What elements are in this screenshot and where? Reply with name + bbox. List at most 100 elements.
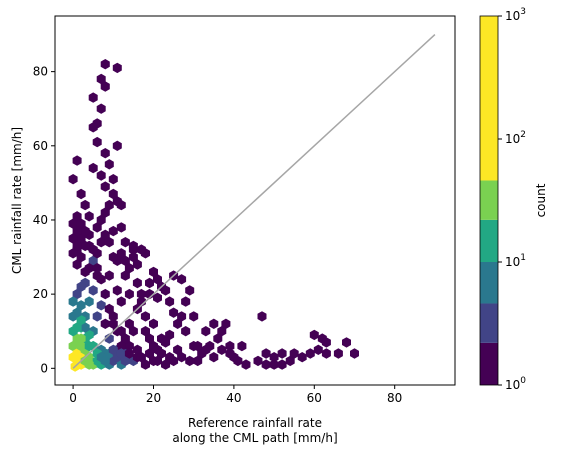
hexbin-cell	[116, 199, 126, 211]
y-tick-label: 0	[40, 361, 48, 375]
hexbin-cell	[321, 348, 331, 359]
hexbin-cell	[169, 307, 179, 318]
colorbar-frame	[479, 15, 499, 386]
hexbin-cell	[333, 348, 343, 359]
hexbin-cell	[68, 248, 78, 259]
hexbin-cell	[124, 288, 134, 300]
hexbin-cell	[128, 240, 138, 252]
colorbar-bin	[480, 303, 498, 343]
hexbin-cell	[72, 259, 82, 270]
hexbin-cell	[165, 329, 175, 341]
hexbin-cell	[128, 326, 138, 337]
hexbin-cell	[68, 296, 78, 307]
x-tick-label: 0	[69, 391, 77, 405]
hexbin-cell	[100, 207, 110, 218]
hexbin-cell	[136, 288, 146, 300]
hexbin-cell	[309, 329, 319, 341]
hexbin-cell	[120, 270, 130, 281]
hexbin-cell	[108, 188, 118, 200]
hexbin-cell	[96, 300, 106, 311]
hexbin-cell	[100, 318, 110, 329]
hexbin-cell	[72, 288, 82, 300]
hexbin-cell	[76, 300, 86, 311]
hexbin-cell	[201, 326, 211, 337]
hexbin-cell	[72, 240, 82, 252]
colorbar-bin	[480, 219, 498, 262]
hexbin-cell	[285, 355, 295, 367]
hexbin-cell	[261, 348, 271, 359]
hexbin-cell	[257, 311, 267, 322]
hexbin-cell	[112, 285, 122, 296]
hexbin-cell	[72, 155, 82, 166]
hexbin-cell	[100, 148, 110, 159]
hexbin-cell	[181, 326, 191, 337]
hexbin-cell	[104, 270, 114, 281]
hexbin-cell	[112, 140, 122, 151]
hexbin-cell	[76, 251, 86, 263]
hexbin-cell	[100, 81, 110, 92]
x-tick-label: 60	[307, 391, 322, 405]
x-axis-ticks: 0 20 40 60 80	[69, 385, 402, 405]
hexbin-cell	[136, 244, 146, 255]
hexbin-cell	[80, 225, 90, 237]
y-tick-label: 40	[33, 213, 48, 227]
hexbin-cell	[76, 281, 86, 292]
hexbin-cell	[145, 333, 154, 344]
x-axis-label-line1: Reference rainfall rate	[188, 416, 322, 430]
hexbin-cell	[96, 73, 106, 85]
y-tick-label: 80	[33, 65, 48, 79]
hexbin-cell	[104, 199, 114, 211]
hexbin-cell	[96, 237, 106, 248]
hexbin-cell	[92, 263, 102, 274]
colorbar-tick-label: 101	[505, 253, 526, 269]
hexbin-cell	[165, 296, 175, 307]
hexbin-cell	[140, 359, 150, 370]
hexbin-cell	[92, 136, 102, 148]
hexbin-cell	[96, 103, 106, 114]
hexbin-cell	[104, 237, 114, 248]
hexbin-cell	[108, 318, 118, 329]
hexbin-cell	[72, 322, 82, 333]
hexbin-cell	[161, 359, 171, 370]
hexbin-cell	[80, 266, 90, 278]
hexbin-cell	[233, 355, 243, 367]
hexbin-cell	[153, 355, 162, 367]
hexbin-cell	[140, 311, 150, 322]
colorbar-label: count	[534, 183, 548, 217]
colorbar-bin	[480, 342, 498, 385]
hexbin-cell	[277, 348, 287, 359]
hexbin-cell	[92, 222, 102, 233]
hexbin-cell	[88, 255, 98, 266]
hexbin-cell	[173, 318, 183, 329]
hexbin-cell	[108, 311, 118, 322]
hexbin-cell	[253, 355, 263, 367]
hexbin-cell	[100, 181, 110, 192]
hexbin-cell	[181, 296, 191, 307]
hexbin-cell	[149, 318, 158, 329]
hexbin-cell	[68, 340, 78, 352]
hexbin-cell	[108, 251, 118, 263]
hexbin-cell	[68, 233, 78, 244]
hexbin-cell	[177, 311, 187, 322]
hexbin-cell	[289, 348, 299, 359]
hexbin-cell	[145, 277, 154, 289]
hexbin-cell	[313, 344, 323, 355]
hexbin-cell	[104, 159, 114, 170]
hexbin-cell	[149, 266, 158, 278]
hexbin-cell	[132, 277, 142, 289]
hexbin-cell	[84, 329, 94, 341]
y-tick-label: 20	[33, 287, 48, 301]
hexbin-cell	[88, 162, 98, 174]
hexbin-cell	[124, 263, 134, 274]
hexbin-cell	[120, 255, 130, 266]
hexbin-cell	[342, 337, 351, 348]
hexbin-cell	[80, 322, 90, 333]
hexbin-cell	[169, 355, 179, 367]
hexbin-cell	[237, 340, 247, 352]
x-tick-label: 20	[146, 391, 161, 405]
hexbin-cell	[92, 311, 102, 322]
hexbin-cell	[193, 355, 203, 367]
x-tick-label: 80	[387, 391, 402, 405]
hexbin-cell	[100, 229, 110, 240]
